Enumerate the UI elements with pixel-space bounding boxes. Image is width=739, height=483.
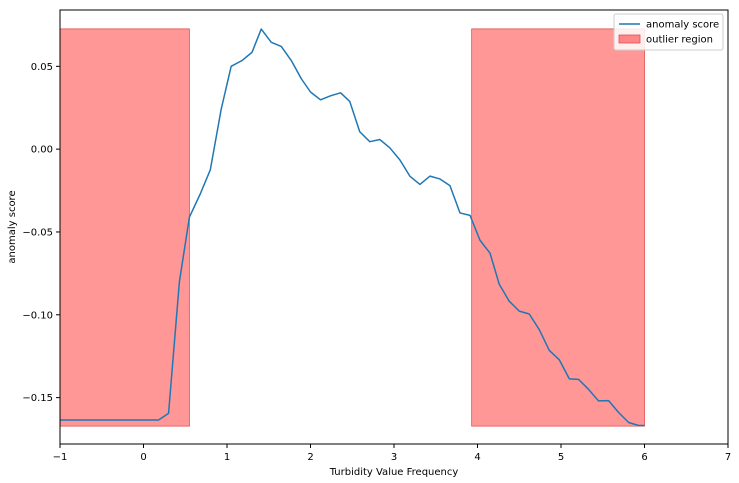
x-tick-label: −1 <box>53 452 68 463</box>
outlier-region-2 <box>471 28 645 427</box>
y-tick-label: 0.00 <box>31 145 53 156</box>
x-axis-label: Turbidity Value Frequency <box>329 467 459 478</box>
y-tick-label: 0.05 <box>31 62 53 73</box>
series-lines <box>60 28 645 427</box>
legend-patch-swatch <box>618 34 641 44</box>
series-line-1 <box>60 28 645 427</box>
legend-box <box>613 13 724 51</box>
x-tick-label: 7 <box>725 452 731 463</box>
legend-label: anomaly score <box>646 20 719 31</box>
x-tick-label: 2 <box>307 452 313 463</box>
y-tick-label: −0.10 <box>22 310 53 321</box>
x-tick-label: 6 <box>641 452 647 463</box>
x-tick-label: 5 <box>558 452 564 463</box>
y-axis-label: anomaly score <box>7 190 18 263</box>
x-tick-label: 3 <box>391 452 397 463</box>
x-tick-label: 1 <box>224 452 230 463</box>
legend: anomaly score outlier region <box>613 13 724 51</box>
x-tick-label: 4 <box>474 452 480 463</box>
legend-label: outlier region <box>646 35 713 46</box>
x-axis-ticks: −1 0 1 2 3 4 5 6 7 <box>53 444 731 463</box>
y-tick-label: −0.15 <box>22 393 53 404</box>
outlier-regions <box>59 28 645 427</box>
y-axis-ticks: 0.05 0.00 −0.05 −0.10 −0.15 <box>22 62 60 404</box>
y-tick-label: −0.05 <box>22 227 53 238</box>
x-tick-label: 0 <box>140 452 146 463</box>
outlier-region-1 <box>59 28 190 427</box>
